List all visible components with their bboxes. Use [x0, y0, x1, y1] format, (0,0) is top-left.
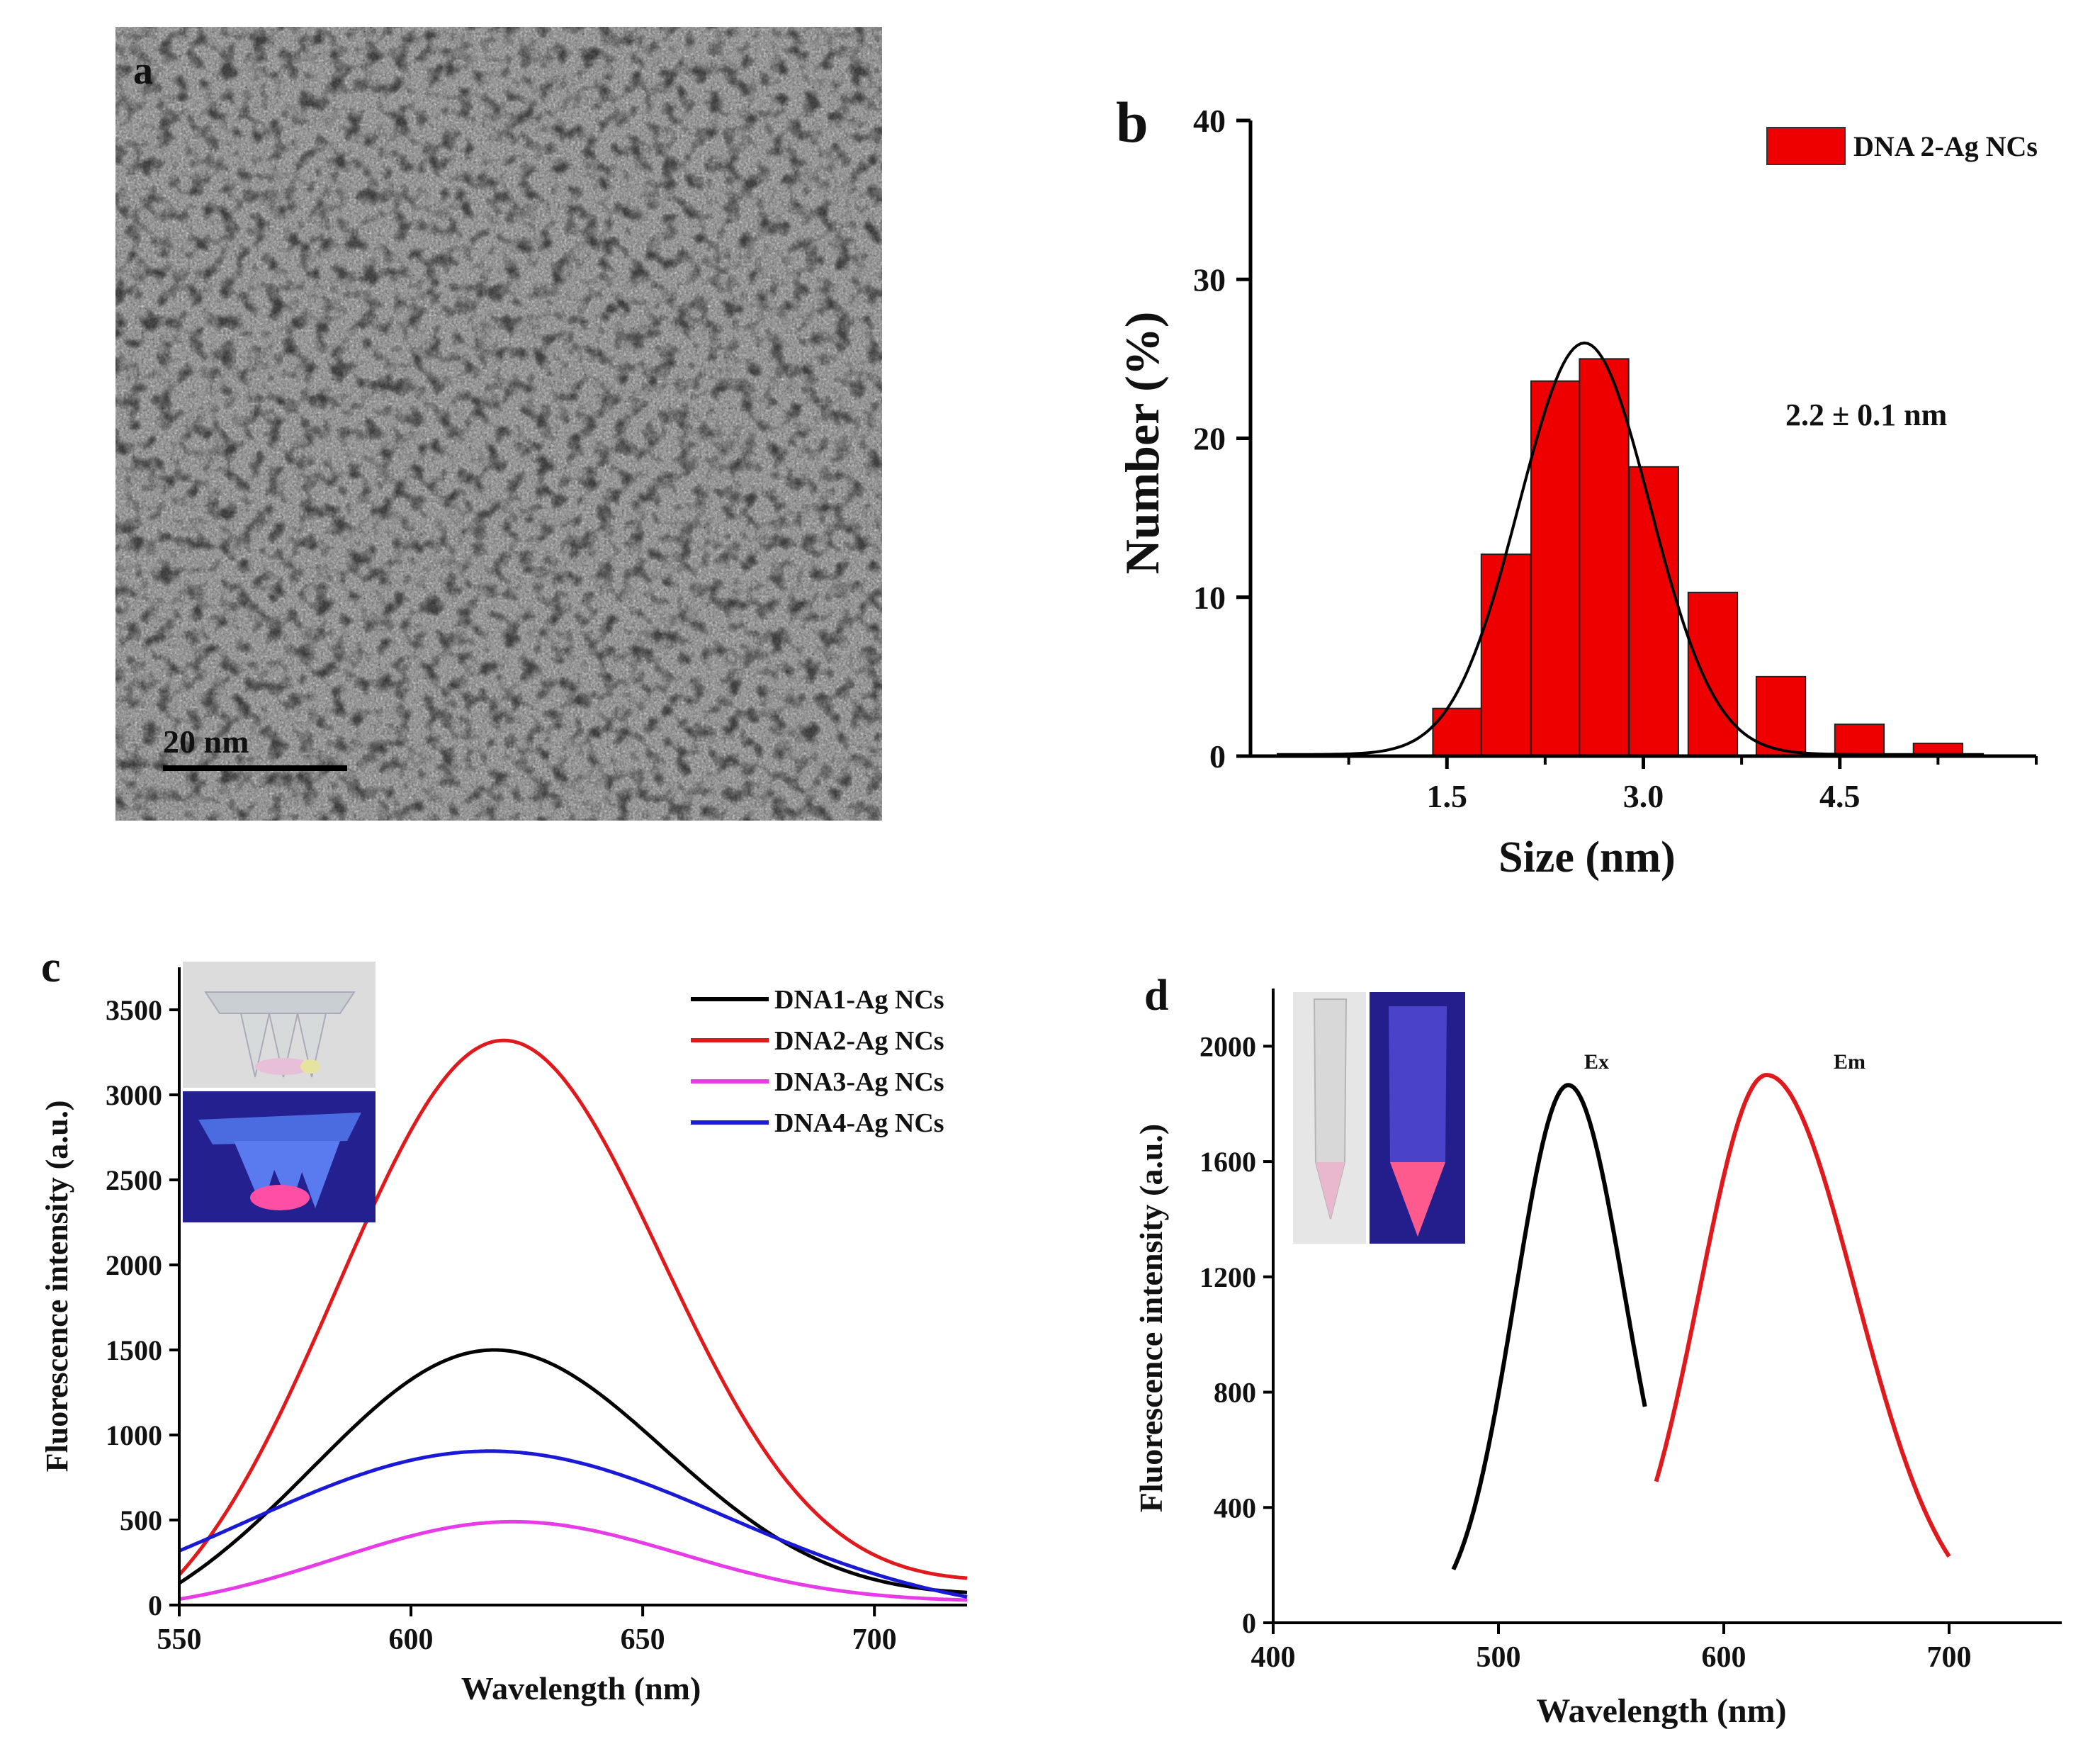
spectrum-line-3	[179, 1519, 968, 1602]
y-tick-label: 1600	[1199, 1146, 1256, 1178]
histogram-bar-3	[1579, 358, 1630, 757]
y-axis-label: Fluorescence intensity (a.u.)	[1133, 1124, 1169, 1513]
x-tick-label: 4.5	[1819, 778, 1861, 814]
y-tick-label: 2500	[106, 1164, 162, 1196]
histogram-bar-5	[1687, 592, 1739, 758]
x-tick-label: 500	[1477, 1641, 1521, 1674]
y-tick-label: 3000	[106, 1079, 162, 1111]
x-tick-label: 1.5	[1427, 778, 1468, 814]
spectrum-lines	[178, 1038, 968, 1602]
y-tick-label: 40	[1193, 103, 1226, 139]
y-tick-label: 20	[1193, 421, 1226, 457]
y-axis-label: Number (%)	[1115, 312, 1169, 575]
y-tick-label: 10	[1193, 580, 1226, 616]
x-tick-label: 700	[852, 1623, 897, 1656]
panel-b-histogram: b 0 10 20 30 40 1.5 3.0 4.5 Size (nm) Number (…	[1115, 90, 2038, 882]
histogram-bar-7	[1834, 724, 1885, 758]
legend-label-1: DNA1-Ag NCs	[774, 985, 944, 1015]
histogram-bar-4	[1628, 466, 1679, 757]
legend-label: DNA 2-Ag NCs	[1853, 130, 2038, 162]
x-tick-label: 650	[621, 1623, 665, 1656]
spectrum-line-1	[178, 1348, 968, 1594]
x-ticks: 400 500 600 700	[1251, 1623, 1972, 1674]
y-ticks: 0 10 20 30 40	[1193, 103, 1251, 775]
x-axis-label: Wavelength (nm)	[461, 1670, 701, 1706]
x-axis-label: Size (nm)	[1498, 833, 1676, 882]
y-tick-label: 800	[1214, 1377, 1256, 1409]
annotation-mean-size: 2.2 ± 0.1 nm	[1785, 398, 1947, 432]
y-ticks: 0 400 800 1200 1600 2000	[1199, 1030, 1273, 1639]
em-spectrum-line	[1654, 1073, 1951, 1558]
scale-bar	[163, 765, 347, 771]
tem-image-particles	[115, 27, 882, 821]
inset-photo-tube-daylight	[1293, 992, 1366, 1244]
y-tick-label: 2000	[106, 1249, 162, 1281]
histogram-bar-1	[1480, 553, 1532, 757]
x-tick-label: 3.0	[1623, 778, 1664, 814]
panel-c-label: c	[41, 943, 61, 991]
histogram-bar-6	[1755, 675, 1807, 757]
x-tick-label: 600	[1702, 1641, 1746, 1674]
panel-c-spectra: c 0 500 1000 1500 2000 2500 3000 3500 550 600 650…	[40, 943, 968, 1706]
panel-d-label: d	[1144, 972, 1168, 1020]
spectrum-line-2	[178, 1038, 968, 1580]
inset-photo-tube-uv	[1370, 992, 1465, 1244]
y-tick-label: 500	[120, 1504, 162, 1536]
legend-swatch	[1766, 127, 1846, 165]
y-tick-label: 1500	[106, 1334, 162, 1366]
histogram-bar-0	[1432, 707, 1483, 757]
y-tick-label: 1200	[1199, 1261, 1256, 1293]
x-tick-label: 700	[1927, 1641, 1972, 1674]
panel-a: a 20 nm	[115, 27, 882, 821]
y-tick-label: 0	[1209, 738, 1226, 775]
y-ticks: 0 500 1000 1500 2000 2500 3000 3500	[106, 994, 179, 1621]
ex-em-lines	[1451, 1073, 1951, 1570]
ex-spectrum-line	[1451, 1083, 1647, 1570]
legend-label-3: DNA3-Ag NCs	[774, 1067, 944, 1097]
spectrum-line-4	[179, 1449, 968, 1599]
y-tick-label: 30	[1193, 261, 1226, 298]
x-axis-label: Wavelength (nm)	[1536, 1692, 1786, 1730]
y-tick-label: 0	[148, 1589, 162, 1621]
legend: DNA1-Ag NCs DNA2-Ag NCs DNA3-Ag NCs DNA4-Ag…	[691, 985, 944, 1138]
ex-label: Ex	[1584, 1050, 1609, 1074]
panel-a-label: a	[133, 49, 153, 93]
legend-label-4: DNA4-Ag NCs	[774, 1108, 944, 1138]
x-tick-label: 550	[157, 1623, 202, 1656]
y-tick-label: 400	[1214, 1492, 1256, 1524]
inset-photo-uv	[183, 1091, 376, 1222]
legend-label-2: DNA2-Ag NCs	[774, 1026, 944, 1056]
x-tick-label: 400	[1251, 1641, 1296, 1674]
em-label: Em	[1834, 1050, 1865, 1074]
panel-b-label: b	[1116, 90, 1148, 154]
scale-bar-label: 20 nm	[163, 724, 249, 760]
x-tick-label: 600	[389, 1623, 434, 1656]
x-ticks: 1.5 3.0 4.5	[1347, 756, 2038, 814]
x-ticks: 550 600 650 700	[157, 1605, 897, 1656]
y-tick-label: 1000	[106, 1419, 162, 1451]
y-tick-label: 2000	[1199, 1030, 1256, 1062]
inset-photo-daylight	[183, 962, 376, 1088]
y-axis-label: Fluorescence intensity (a.u.)	[40, 1101, 74, 1473]
y-tick-label: 0	[1242, 1607, 1256, 1639]
y-tick-label: 3500	[106, 994, 162, 1026]
